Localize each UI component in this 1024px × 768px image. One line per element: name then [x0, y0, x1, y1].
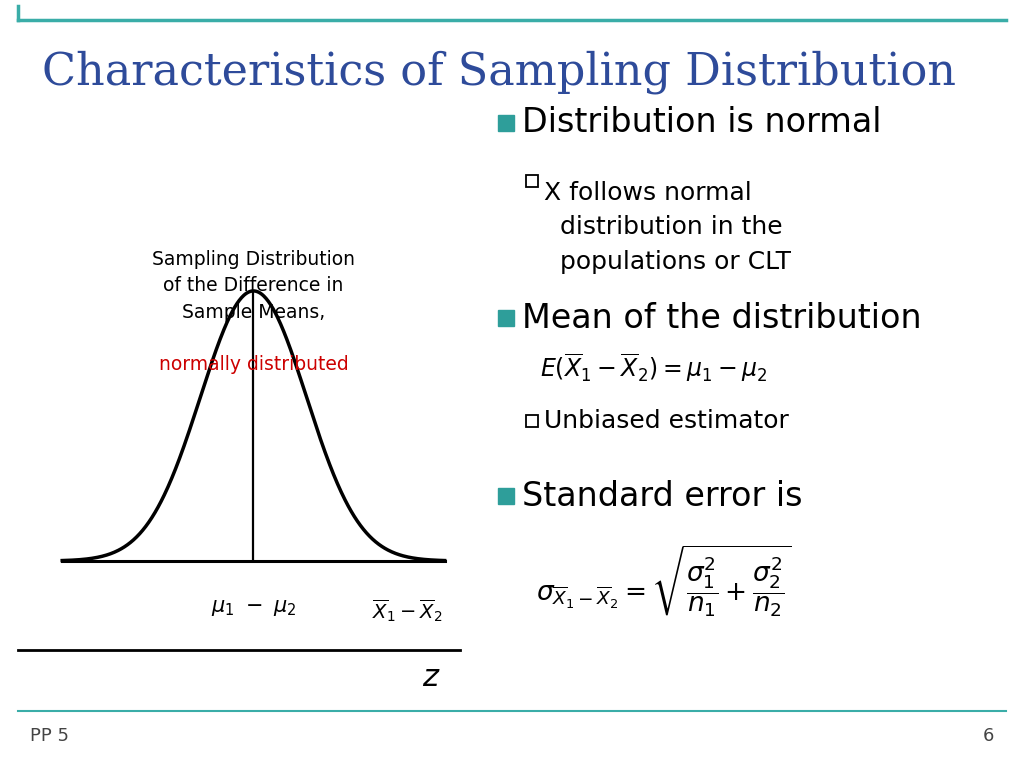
- Text: $\mu_1\ -\ \mu_2$: $\mu_1\ -\ \mu_2$: [211, 598, 296, 618]
- Text: Standard error is: Standard error is: [522, 479, 803, 512]
- Text: Unbiased estimator: Unbiased estimator: [544, 409, 788, 433]
- FancyBboxPatch shape: [526, 415, 538, 427]
- Text: X follows normal
  distribution in the
  populations or CLT: X follows normal distribution in the pop…: [544, 181, 791, 274]
- FancyBboxPatch shape: [498, 115, 514, 131]
- Text: $\overline{X}_1 - \overline{X}_2$: $\overline{X}_1 - \overline{X}_2$: [372, 598, 442, 624]
- Text: normally distributed: normally distributed: [159, 355, 348, 373]
- Text: PP 5: PP 5: [30, 727, 69, 745]
- Text: $E(\overline{X}_1 - \overline{X}_2) = \mu_1 - \mu_2$: $E(\overline{X}_1 - \overline{X}_2) = \m…: [540, 352, 768, 385]
- FancyBboxPatch shape: [498, 310, 514, 326]
- Text: Sampling Distribution
of the Difference in
Sample Means,: Sampling Distribution of the Difference …: [152, 250, 355, 322]
- FancyBboxPatch shape: [526, 175, 538, 187]
- Text: Characteristics of Sampling Distribution: Characteristics of Sampling Distribution: [42, 50, 956, 94]
- Text: z: z: [422, 664, 438, 693]
- Text: $\sigma_{\overline{X}_1-\overline{X}_2} = \sqrt{\dfrac{\sigma_1^2}{n_1} + \dfrac: $\sigma_{\overline{X}_1-\overline{X}_2} …: [536, 544, 792, 618]
- FancyBboxPatch shape: [498, 488, 514, 504]
- Text: Mean of the distribution: Mean of the distribution: [522, 302, 922, 335]
- Text: Distribution is normal: Distribution is normal: [522, 107, 882, 140]
- Text: 6: 6: [983, 727, 994, 745]
